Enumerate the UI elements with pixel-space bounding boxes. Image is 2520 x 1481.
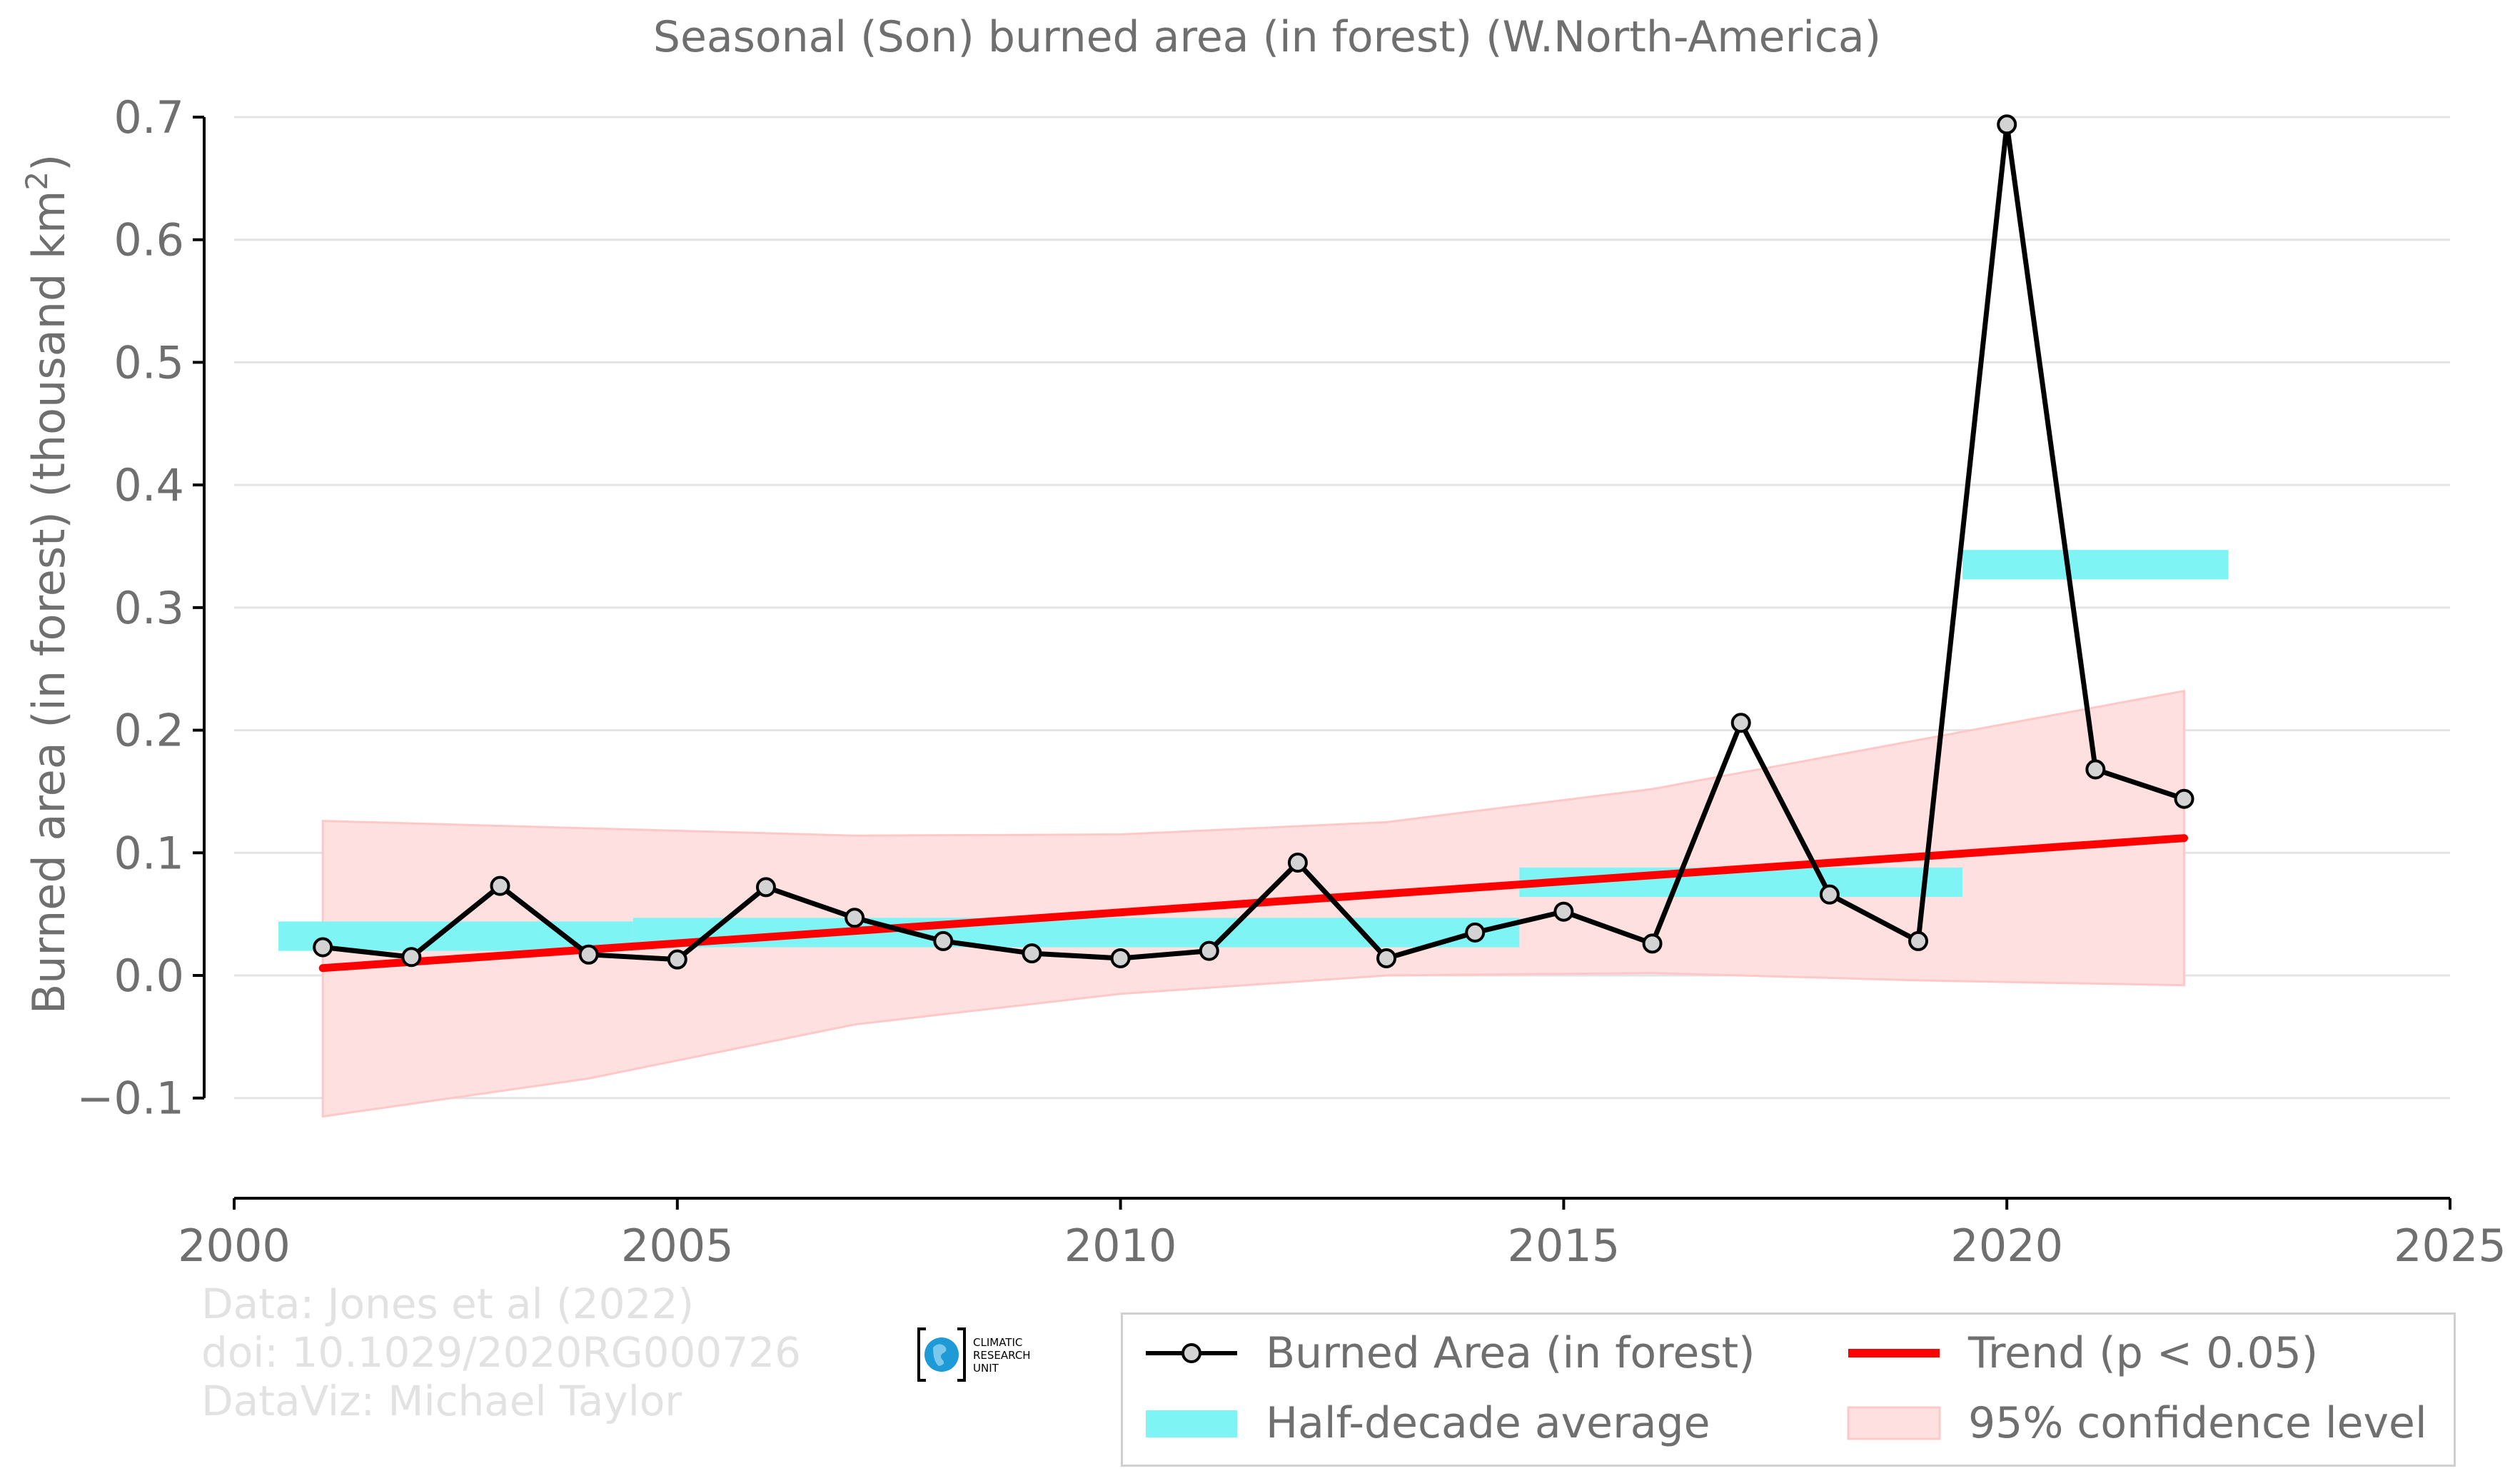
burned-area-series xyxy=(313,114,2194,970)
burned-area-point xyxy=(1730,713,1751,733)
burned-area-point xyxy=(1376,948,1397,968)
legend-label-half-decade: Half-decade average xyxy=(1266,1398,1710,1448)
logo-text-2: RESEARCH xyxy=(973,1349,1031,1362)
logo-bracket-right-icon xyxy=(957,1327,966,1382)
y-axis-label: Burned area (in forest) (thousand km2) xyxy=(19,154,76,1015)
chart-legend: Burned Area (in forest) Trend (p < 0.05)… xyxy=(1121,1312,2456,1467)
legend-item-burned-area: Burned Area (in forest) xyxy=(1143,1325,1755,1382)
x-tick-label: 2005 xyxy=(621,1220,734,1272)
logo-text-1: CLIMATIC xyxy=(973,1336,1022,1349)
x-tick-label: 2025 xyxy=(2394,1220,2506,1272)
data-credits: Data: Jones et al (2022) doi: 10.1029/20… xyxy=(201,1280,801,1425)
legend-item-half-decade: Half-decade average xyxy=(1143,1395,1710,1452)
burned-area-point xyxy=(755,877,776,898)
half-decade-bar xyxy=(632,918,1520,948)
burned-area-point xyxy=(2174,788,2194,809)
legend-item-trend: Trend (p < 0.05) xyxy=(1845,1325,2318,1382)
legend-label-trend: Trend (p < 0.05) xyxy=(1968,1328,2319,1378)
logo-globe-icon xyxy=(924,1337,959,1372)
burned-area-point xyxy=(1908,930,1929,951)
legend-swatch-trend xyxy=(1848,1349,1940,1357)
burned-area-point xyxy=(1819,884,1840,905)
x-tick-label: 2010 xyxy=(1064,1220,1177,1272)
credit-source: Data: Jones et al (2022) xyxy=(201,1280,694,1328)
burned-area-point xyxy=(667,949,687,970)
credit-doi: doi: 10.1029/2020RG000726 xyxy=(201,1328,802,1377)
burned-area-point xyxy=(1287,853,1308,873)
chart-title: Seasonal (Son) burned area (in forest) (… xyxy=(653,12,1881,62)
burned-area-point xyxy=(2085,759,2106,780)
burned-area-point xyxy=(401,947,422,968)
legend-swatch-half-decade xyxy=(1146,1410,1237,1437)
cru-logo: CLIMATIC RESEARCH UNIT xyxy=(917,1327,1031,1382)
x-tick-label: 2020 xyxy=(1950,1220,2063,1272)
y-tick-label: −0.1 xyxy=(76,1073,184,1125)
legend-label-confidence: 95% confidence level xyxy=(1968,1398,2427,1448)
trend-line xyxy=(318,834,2189,973)
axes: −0.1 0.0 0.1 0.2 0.3 0.4 0.5 0.6 0.7 2000 2005 2010… xyxy=(76,91,2506,1272)
legend-swatch-burned-area xyxy=(1146,1343,1237,1363)
x-tick-label: 2000 xyxy=(178,1220,291,1272)
burned-area-point xyxy=(578,944,599,965)
burned-area-point xyxy=(313,937,333,958)
burned-area-point xyxy=(490,875,510,896)
y-tick-label: 0.5 xyxy=(114,336,184,388)
credit-dataviz: DataViz: Michael Taylor xyxy=(201,1377,682,1425)
y-tick-label: 0.4 xyxy=(114,459,184,511)
x-tick-label: 2015 xyxy=(1508,1220,1621,1272)
burned-area-point xyxy=(933,930,954,951)
trend-line-path xyxy=(318,834,2189,973)
burned-area-point xyxy=(1553,901,1574,922)
legend-label-burned-area: Burned Area (in forest) xyxy=(1266,1328,1755,1378)
y-tick-label: 0.2 xyxy=(114,705,184,757)
y-tick-label: 0.1 xyxy=(114,827,184,879)
burned-area-point xyxy=(1022,943,1042,964)
burned-area-point xyxy=(1199,940,1219,961)
burned-area-point xyxy=(1110,948,1131,968)
half-decade-bar xyxy=(1962,550,2229,580)
burned-area-line xyxy=(322,121,2185,963)
burned-area-point xyxy=(1997,114,2017,135)
legend-swatch-confidence xyxy=(1847,1406,1941,1440)
burned-area-point xyxy=(1642,933,1663,954)
burned-area-point xyxy=(1465,922,1486,943)
y-tick-label: 0.6 xyxy=(114,214,184,266)
burned-area-point xyxy=(845,908,865,928)
y-tick-label: 0.7 xyxy=(114,91,184,144)
logo-text-3: UNIT xyxy=(973,1362,999,1375)
logo-bracket-left-icon xyxy=(917,1327,926,1382)
logo-globe-land-icon xyxy=(933,1344,947,1366)
legend-item-confidence: 95% confidence level xyxy=(1845,1395,2427,1452)
y-tick-label: 0.3 xyxy=(114,582,184,634)
y-tick-label: 0.0 xyxy=(114,950,184,1002)
